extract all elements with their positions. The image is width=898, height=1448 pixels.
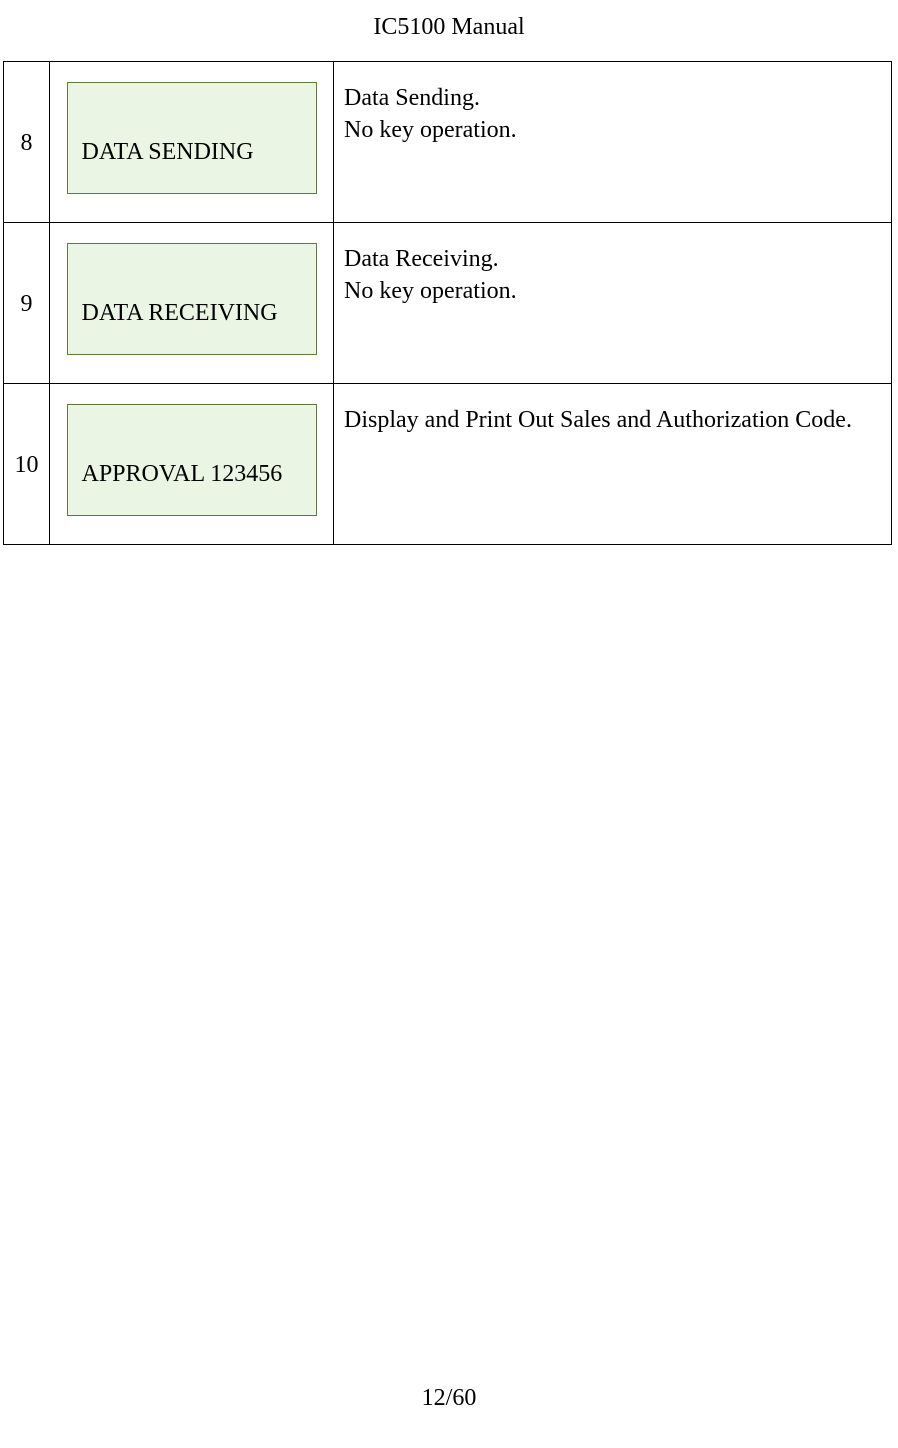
description-line: No key operation. xyxy=(344,275,881,307)
table-row: 8 DATA SENDING Data Sending. No key oper… xyxy=(4,62,892,223)
description-line: Data Sending. xyxy=(344,82,881,114)
page-header: IC5100 Manual xyxy=(0,0,898,61)
description-cell: Display and Print Out Sales and Authoriz… xyxy=(334,384,892,545)
step-number-cell: 10 xyxy=(4,384,50,545)
display-text: DATA RECEIVING xyxy=(82,300,278,326)
display-cell: DATA SENDING xyxy=(50,62,334,223)
page-number: 12/60 xyxy=(422,1385,477,1411)
step-number: 9 xyxy=(21,291,33,317)
table-row: 9 DATA RECEIVING Data Receiving. No key … xyxy=(4,223,892,384)
step-number-cell: 9 xyxy=(4,223,50,384)
display-cell: DATA RECEIVING xyxy=(50,223,334,384)
description-line: Data Receiving. xyxy=(344,243,881,275)
description-cell: Data Sending. No key operation. xyxy=(334,62,892,223)
lcd-display: APPROVAL 123456 xyxy=(67,404,317,516)
lcd-display: DATA RECEIVING xyxy=(67,243,317,355)
description-line: No key operation. xyxy=(344,114,881,146)
display-cell: APPROVAL 123456 xyxy=(50,384,334,545)
display-text: DATA SENDING xyxy=(82,139,254,165)
step-number-cell: 8 xyxy=(4,62,50,223)
description-line: Display and Print Out Sales and Authoriz… xyxy=(344,404,881,436)
page-footer: 12/60 xyxy=(0,1385,898,1412)
steps-table: 8 DATA SENDING Data Sending. No key oper… xyxy=(3,61,892,545)
manual-title: IC5100 Manual xyxy=(373,14,524,40)
step-number: 8 xyxy=(21,130,33,156)
lcd-display: DATA SENDING xyxy=(67,82,317,194)
table-row: 10 APPROVAL 123456 Display and Print Out… xyxy=(4,384,892,545)
display-text: APPROVAL 123456 xyxy=(82,461,283,487)
description-cell: Data Receiving. No key operation. xyxy=(334,223,892,384)
step-number: 10 xyxy=(15,452,39,478)
